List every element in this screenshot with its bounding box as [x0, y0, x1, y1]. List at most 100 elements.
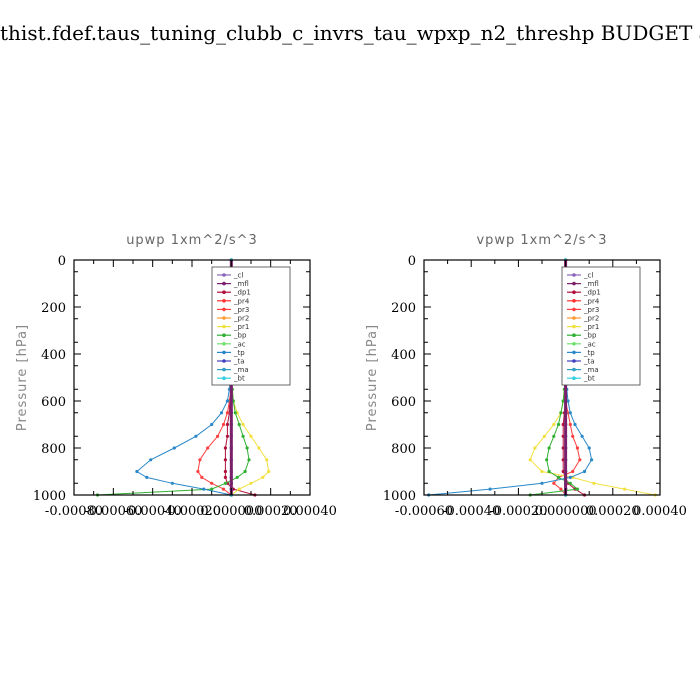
data-point	[561, 458, 565, 462]
data-point	[172, 446, 176, 450]
upwp-panel: upwp 1xm^2/s^3 Pressure [hPa] 0 200 400 600 80…	[15, 233, 337, 519]
data-point	[145, 475, 149, 479]
legend-marker	[572, 273, 576, 277]
data-point	[590, 458, 594, 462]
legend-label: _pr3	[233, 306, 249, 314]
legend-label: _mfl	[233, 280, 249, 288]
y-tick-label: 0	[58, 254, 66, 269]
legend-label: _pr4	[233, 297, 250, 305]
data-point	[552, 481, 556, 485]
data-point	[196, 469, 200, 474]
legend-label: _ac	[583, 340, 596, 348]
legend-marker	[222, 376, 226, 381]
data-point	[210, 422, 214, 427]
panel-title: vpwp 1xm^2/s^3	[476, 233, 607, 248]
legend-label: _cl	[583, 272, 593, 280]
x-tick-label: 0.000000	[535, 504, 597, 519]
data-point	[216, 434, 220, 438]
data-point	[243, 469, 247, 474]
data-point	[552, 434, 556, 438]
x-tick-label: 0.000000	[200, 504, 262, 519]
legend-label: _ac	[233, 340, 246, 348]
data-point	[540, 469, 544, 474]
data-point	[573, 422, 577, 427]
legend-marker	[572, 281, 576, 286]
legend-marker	[222, 281, 226, 286]
x-tick-label: -0.00080	[45, 504, 103, 519]
legend-label: _cl	[233, 272, 243, 280]
legend-marker	[572, 290, 576, 295]
data-point	[237, 487, 241, 491]
legend-marker	[222, 307, 226, 312]
legend-label: _dp1	[233, 289, 251, 297]
y-tick-label: 800	[391, 442, 416, 457]
legend-label: _bt	[233, 375, 245, 383]
x-tick-label: -0.00060	[395, 504, 453, 519]
x-tick-label: -0.00040	[442, 504, 500, 519]
y-tick-label: 1000	[383, 489, 416, 504]
legend-marker	[222, 342, 226, 346]
data-point	[559, 487, 563, 491]
data-point	[561, 469, 565, 474]
data-point	[225, 399, 229, 403]
data-point	[578, 458, 582, 462]
data-point	[556, 475, 561, 479]
legend-label: _dp1	[583, 289, 601, 297]
y-axis-label: Pressure [hPa]	[365, 324, 380, 431]
data-point	[568, 422, 572, 427]
data-point	[202, 487, 206, 491]
data-point	[568, 411, 572, 415]
vpwp-panel: vpwp 1xm^2/s^3 Pressure [hPa] 0 200 400 600 80…	[365, 233, 687, 519]
data-point	[261, 475, 265, 479]
data-point	[225, 411, 229, 415]
legend-label: _ta	[583, 358, 595, 366]
legend-label: _bp	[233, 332, 247, 340]
x-tick-label: 0.00040	[283, 504, 337, 519]
legend-marker	[572, 359, 576, 363]
legend-label: _pr1	[583, 323, 599, 331]
data-point	[257, 446, 261, 450]
data-point	[571, 434, 575, 438]
data-point	[552, 422, 556, 427]
legend-label: _pr2	[233, 315, 249, 323]
legend-marker	[222, 290, 226, 295]
data-point	[556, 422, 561, 427]
data-point	[265, 458, 269, 462]
y-axis-label: Pressure [hPa]	[15, 324, 30, 431]
legend-marker	[222, 359, 226, 363]
data-point	[221, 422, 226, 427]
legend-marker	[572, 324, 576, 329]
data-point	[219, 411, 224, 415]
data-point	[247, 458, 251, 462]
data-point	[561, 399, 565, 403]
legend-label: _pr4	[583, 297, 600, 305]
data-point	[545, 458, 549, 462]
legend-marker	[572, 299, 576, 303]
y-tick-label: 600	[41, 395, 66, 410]
legend-label: _mfl	[583, 280, 599, 288]
y-tick-label: 600	[391, 395, 416, 410]
data-point	[587, 446, 591, 450]
data-point	[210, 487, 214, 491]
data-point	[221, 487, 226, 491]
data-point	[223, 469, 227, 474]
data-point	[547, 469, 551, 474]
x-tick-label: -0.00040	[124, 504, 182, 519]
legend-marker	[572, 342, 576, 346]
data-point	[233, 411, 237, 415]
data-point	[561, 434, 565, 438]
data-point	[540, 481, 544, 485]
legend-marker	[222, 299, 226, 303]
legend-marker	[572, 350, 576, 355]
figure-title: thist.fdef.taus_tuning_clubb_c_invrs_tau…	[0, 21, 700, 45]
data-point	[194, 434, 198, 438]
data-point	[559, 411, 563, 415]
legend-label: _bp	[583, 332, 597, 340]
data-point	[249, 434, 253, 438]
y-tick-label: 400	[41, 348, 66, 363]
data-point	[223, 458, 227, 462]
y-tick-label: 0	[408, 254, 416, 269]
legend-marker	[572, 376, 576, 381]
data-point	[561, 446, 565, 450]
